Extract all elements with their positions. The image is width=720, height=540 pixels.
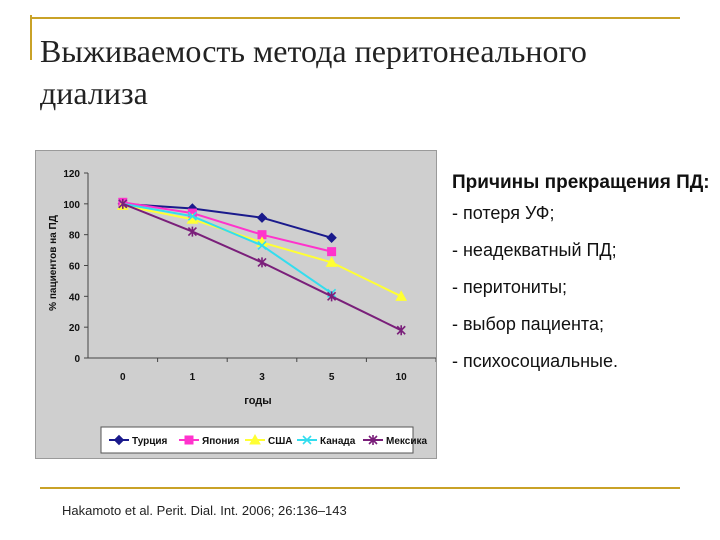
- data-point: [187, 226, 197, 237]
- data-point: [325, 256, 338, 267]
- x-tick-label: 10: [396, 372, 408, 383]
- series-line: [122, 202, 332, 239]
- data-point: [256, 212, 268, 223]
- citation: Hakamoto et al. Perit. Dial. Int. 2006; …: [62, 503, 347, 518]
- reason-item: - потеря УФ;: [452, 203, 555, 223]
- data-point: [187, 211, 197, 221]
- legend-marker: [302, 435, 312, 445]
- legend-entry-label: Канада: [320, 436, 356, 447]
- reason-item: - психосоциальные.: [452, 351, 618, 371]
- y-tick-label: 40: [69, 292, 81, 303]
- legend-marker: [184, 435, 194, 445]
- x-tick-label: 1: [190, 372, 196, 383]
- y-tick-label: 80: [69, 231, 81, 242]
- decorative-bottom-line: [40, 487, 680, 489]
- legend-entry-label: Турция: [132, 436, 168, 447]
- data-point: [327, 247, 337, 257]
- data-point: [396, 325, 406, 336]
- data-point: [326, 232, 337, 243]
- x-axis-label: годы: [244, 395, 271, 407]
- legend-entry-label: США: [268, 436, 293, 447]
- legend-marker: [113, 434, 125, 446]
- y-axis-label: % пациентов на ПД: [48, 215, 59, 311]
- data-point: [257, 257, 267, 268]
- chart-legend: Турция Япония США Канада Мексика: [100, 426, 427, 454]
- series-line: [122, 201, 332, 253]
- survival-chart: % пациентов на ПД годы 0 20 40 60 80 100 120 0 1…: [48, 169, 437, 454]
- decorative-top-line: [30, 17, 680, 19]
- reason-item: - неадекватный ПД;: [452, 240, 617, 260]
- y-tick-label: 100: [63, 200, 80, 211]
- y-tick-label: 20: [69, 323, 81, 334]
- legend-entry-label: Мексика: [386, 436, 427, 447]
- legend-marker: [368, 435, 378, 445]
- reason-item: - выбор пациента;: [452, 314, 604, 334]
- data-point: [327, 291, 337, 302]
- y-tick-label: 60: [69, 262, 81, 273]
- y-tick-label: 0: [74, 354, 80, 365]
- data-point: [118, 198, 128, 209]
- legend-entry-label: Япония: [202, 436, 240, 447]
- legend-marker: [249, 433, 261, 445]
- x-tick-label: 0: [120, 372, 126, 383]
- x-tick-label: 5: [329, 372, 335, 383]
- reasons-title: Причины прекращения ПД:: [452, 172, 710, 193]
- chart-panel: % пациентов на ПД годы 0 20 40 60 80 100 120 0 1…: [35, 150, 437, 459]
- y-tick-label: 120: [63, 169, 80, 180]
- x-tick-label: 3: [259, 372, 265, 383]
- data-point: [395, 290, 408, 301]
- decorative-vertical-line: [30, 15, 32, 60]
- reason-item: - перитониты;: [452, 277, 568, 297]
- reasons-panel: Причины прекращения ПД: - потеря УФ; - н…: [452, 168, 712, 388]
- data-point: [257, 240, 267, 251]
- y-axis-label-group: % пациентов на ПД: [48, 215, 59, 311]
- series-line: [122, 202, 333, 295]
- slide-title: Выживаемость метода перитонеального диал…: [40, 33, 587, 111]
- plot-area: 0 20 40 60 80 100 120 0 1 3 5 10: [63, 169, 437, 383]
